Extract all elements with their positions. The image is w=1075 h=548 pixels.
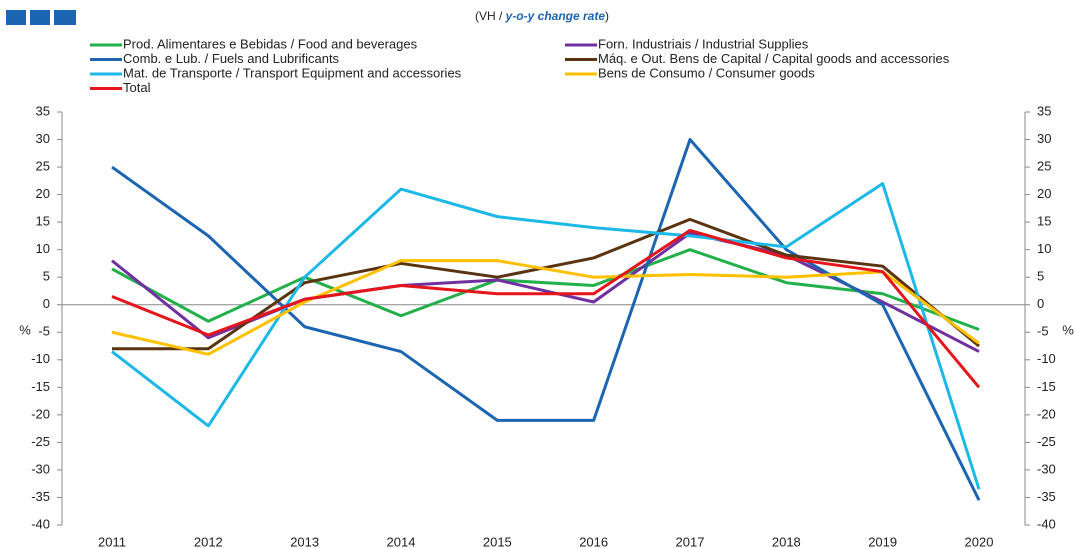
y-tick-label: 10 bbox=[36, 241, 50, 256]
y-tick-label: 15 bbox=[36, 214, 50, 229]
x-tick-label: 2019 bbox=[868, 534, 897, 548]
y-tick-label: -5 bbox=[38, 324, 50, 339]
y2-tick-label: 0 bbox=[1037, 296, 1044, 311]
series-line bbox=[111, 228, 981, 389]
subtitle-part: y-o-y change rate bbox=[505, 9, 606, 23]
y2-tick-label: 30 bbox=[1037, 131, 1051, 146]
decor-block bbox=[30, 10, 50, 25]
legend-label: Forn. Industriais / Industrial Supplies bbox=[598, 36, 809, 51]
y-tick-label: -25 bbox=[31, 434, 50, 449]
legend-label: Máq. e Out. Bens de Capital / Capital go… bbox=[598, 51, 950, 66]
decor-block bbox=[54, 10, 76, 25]
y2-tick-label: 20 bbox=[1037, 186, 1051, 201]
subtitle-part: ) bbox=[605, 9, 609, 23]
y-tick-label: -30 bbox=[31, 461, 50, 476]
x-tick-label: 2013 bbox=[290, 534, 319, 548]
x-tick-label: 2012 bbox=[194, 534, 223, 548]
y2-axis-label: % bbox=[1062, 322, 1074, 337]
x-tick-label: 2015 bbox=[483, 534, 512, 548]
series-line bbox=[111, 259, 980, 356]
y2-tick-label: 5 bbox=[1037, 269, 1044, 284]
y-tick-label: 20 bbox=[36, 186, 50, 201]
y-tick-label: 25 bbox=[36, 159, 50, 174]
y-tick-label: 5 bbox=[43, 269, 50, 284]
legend-label: Prod. Alimentares e Bebidas / Food and b… bbox=[123, 36, 418, 51]
x-tick-label: 2020 bbox=[965, 534, 994, 548]
y2-tick-label: -15 bbox=[1037, 379, 1056, 394]
x-tick-label: 2014 bbox=[387, 534, 416, 548]
y-axis-label: % bbox=[19, 322, 31, 337]
series-line bbox=[111, 248, 980, 331]
x-tick-label: 2018 bbox=[772, 534, 801, 548]
y-tick-label: -35 bbox=[31, 489, 50, 504]
y2-tick-label: -35 bbox=[1037, 489, 1056, 504]
y2-tick-label: -25 bbox=[1037, 434, 1056, 449]
y2-tick-label: -40 bbox=[1037, 516, 1056, 531]
x-tick-label: 2017 bbox=[676, 534, 705, 548]
y-tick-label: 0 bbox=[43, 296, 50, 311]
legend-label: Total bbox=[123, 80, 151, 95]
y2-tick-label: 15 bbox=[1037, 214, 1051, 229]
legend-label: Bens de Consumo / Consumer goods bbox=[598, 65, 815, 80]
y2-tick-label: -5 bbox=[1037, 324, 1049, 339]
subtitle: (VH / y-o-y change rate) bbox=[475, 9, 609, 23]
y-tick-label: 35 bbox=[36, 103, 50, 118]
y2-tick-label: -20 bbox=[1037, 406, 1056, 421]
y-tick-label: -10 bbox=[31, 351, 50, 366]
x-tick-label: 2016 bbox=[579, 534, 608, 548]
y-tick-label: -15 bbox=[31, 379, 50, 394]
y2-tick-label: -30 bbox=[1037, 461, 1056, 476]
y2-tick-label: -10 bbox=[1037, 351, 1056, 366]
legend-label: Mat. de Transporte / Transport Equipment… bbox=[123, 65, 462, 80]
legend-label: Comb. e Lub. / Fuels and Lubrificants bbox=[123, 51, 340, 66]
y2-tick-label: 35 bbox=[1037, 103, 1051, 118]
series-line bbox=[111, 138, 981, 501]
decor-block bbox=[6, 10, 26, 25]
y-tick-label: -20 bbox=[31, 406, 50, 421]
series-line bbox=[111, 182, 981, 490]
subtitle-part: (VH / bbox=[475, 9, 506, 23]
x-tick-label: 2011 bbox=[98, 534, 126, 548]
y2-tick-label: 25 bbox=[1037, 159, 1051, 174]
y-tick-label: -40 bbox=[31, 516, 50, 531]
y-tick-label: 30 bbox=[36, 131, 50, 146]
y2-tick-label: 10 bbox=[1037, 241, 1051, 256]
